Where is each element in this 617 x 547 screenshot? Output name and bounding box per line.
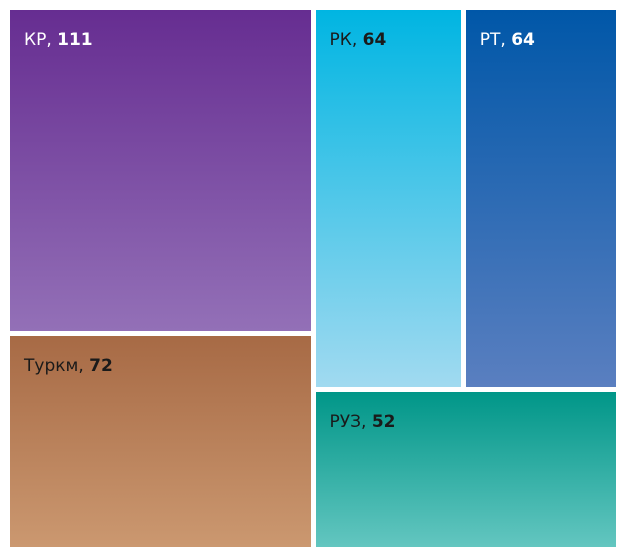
- tile-kr-label: КР, 111: [24, 30, 93, 50]
- tile-rt-value: 64: [511, 30, 535, 50]
- tile-rk-label: РК, 64: [329, 30, 387, 50]
- tile-rt-name: РТ: [479, 30, 501, 50]
- tile-ruz-label: РУЗ, 52: [329, 411, 396, 432]
- tile-rt-label: РТ, 64: [479, 30, 535, 50]
- tile-ruz-name: РУЗ: [329, 411, 362, 432]
- tile-turkm-value: 72: [89, 355, 113, 376]
- tile-ruz: РУЗ, 52: [315, 391, 616, 547]
- tile-turkm-name: Туркм: [24, 355, 79, 376]
- tile-kr-name: КР: [24, 30, 47, 50]
- tile-rk-value: 64: [362, 30, 387, 50]
- tile-turkm-label: Туркм, 72: [24, 355, 113, 376]
- tile-rk-name: РК: [329, 30, 352, 50]
- tile-rt: РТ, 64: [465, 10, 616, 387]
- tile-kr-value: 111: [57, 30, 93, 50]
- tile-rk: РК, 64: [315, 10, 461, 387]
- tile-turkm: Туркм, 72: [10, 335, 311, 547]
- tile-kr: КР, 111: [10, 10, 311, 331]
- tile-ruz-value: 52: [371, 411, 396, 432]
